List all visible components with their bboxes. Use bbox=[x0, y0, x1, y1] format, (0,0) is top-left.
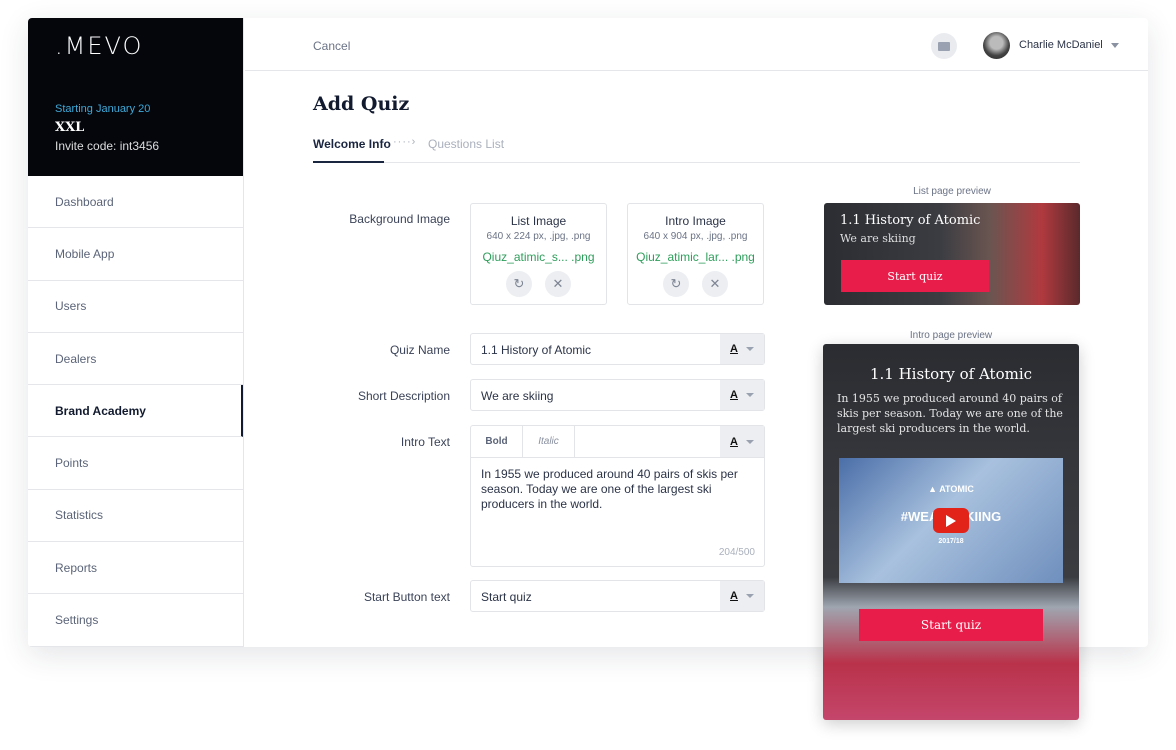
sidebar-item-dashboard[interactable]: Dashboard bbox=[28, 176, 243, 229]
quiz-name-label: Quiz Name bbox=[389, 343, 450, 357]
text-format-dropdown[interactable]: A bbox=[720, 334, 764, 364]
bold-button[interactable]: Bold bbox=[471, 426, 523, 457]
list-image-file[interactable]: Qiuz_atimic_s... .png bbox=[482, 250, 595, 264]
preview-start-button: Start quiz bbox=[859, 609, 1043, 641]
text-color-icon: A bbox=[730, 590, 738, 602]
list-image-title: List Image bbox=[510, 214, 567, 228]
video-year: 2017/18 bbox=[938, 538, 964, 545]
sidebar-item-reports[interactable]: Reports bbox=[28, 542, 243, 595]
preview-title: 1.1 History of Atomic bbox=[869, 365, 1033, 383]
sidebar-item-brand-academy[interactable]: Brand Academy bbox=[28, 385, 243, 438]
intro-image-spec: 640 x 904 px, .jpg, .png bbox=[643, 231, 748, 242]
start-button-text-input[interactable]: Start quiz bbox=[481, 590, 532, 604]
intro-text-input[interactable]: In 1955 we produced around 40 pairs of s… bbox=[481, 467, 738, 511]
chevron-down-icon bbox=[745, 393, 754, 397]
italic-button[interactable]: Italic bbox=[523, 426, 575, 457]
text-color-icon: A bbox=[730, 343, 738, 355]
video-thumbnail[interactable]: ▲ ATOMIC #WEARESKIING 2017/18 bbox=[839, 458, 1063, 583]
start-date: Starting January 20 bbox=[55, 103, 151, 115]
active-tab-indicator bbox=[313, 161, 384, 163]
preview-title: 1.1 History of Atomic bbox=[840, 213, 981, 228]
app-window: .MEVO Starting January 20 XXL Invite cod… bbox=[28, 18, 1148, 647]
preview-start-button: Start quiz bbox=[841, 260, 989, 292]
chevron-down-icon[interactable] bbox=[1111, 43, 1119, 48]
intro-text-label: Intro Text bbox=[400, 435, 450, 449]
text-format-dropdown[interactable]: A bbox=[720, 581, 764, 611]
text-format-dropdown[interactable]: A bbox=[720, 426, 764, 457]
mail-icon bbox=[938, 41, 950, 51]
background-image-label: Background Image bbox=[349, 212, 450, 226]
refresh-icon[interactable]: ↻ bbox=[663, 271, 689, 297]
page-title: Add Quiz bbox=[313, 93, 410, 115]
intro-image-upload[interactable]: Intro Image 640 x 904 px, .jpg, .png Qiu… bbox=[627, 203, 764, 305]
text-format-dropdown[interactable]: A bbox=[720, 380, 764, 410]
list-page-preview: 1.1 History of Atomic We are skiing Star… bbox=[824, 203, 1080, 305]
close-icon[interactable]: ✕ bbox=[545, 271, 571, 297]
start-button-text-label: Start Button text bbox=[363, 590, 450, 604]
mail-button[interactable] bbox=[931, 33, 957, 59]
chevron-down-icon bbox=[745, 347, 754, 351]
play-icon[interactable] bbox=[933, 508, 969, 533]
cancel-link[interactable]: Cancel bbox=[313, 39, 351, 53]
sidebar-item-dealers[interactable]: Dealers bbox=[28, 333, 243, 386]
top-bar: Cancel Charlie McDaniel bbox=[245, 18, 1148, 71]
start-button-text-field[interactable]: Start quiz A bbox=[470, 580, 765, 612]
intro-image-title: Intro Image bbox=[665, 214, 726, 228]
text-color-icon: A bbox=[730, 435, 738, 448]
list-image-upload[interactable]: List Image 640 x 224 px, .jpg, .png Qiuz… bbox=[470, 203, 607, 305]
atomic-logo: ▲ ATOMIC bbox=[928, 484, 974, 494]
list-image-spec: 640 x 224 px, .jpg, .png bbox=[486, 231, 591, 242]
chevron-down-icon bbox=[745, 594, 754, 598]
sidebar-item-statistics[interactable]: Statistics bbox=[28, 490, 243, 543]
step-arrow-icon: ····› bbox=[393, 136, 417, 148]
close-icon[interactable]: ✕ bbox=[702, 271, 728, 297]
invite-code: Invite code: int3456 bbox=[55, 139, 160, 153]
intro-page-preview: 1.1 History of Atomic In 1955 we produce… bbox=[823, 344, 1079, 720]
user-name[interactable]: Charlie McDaniel bbox=[1019, 39, 1103, 51]
logo: .MEVO bbox=[55, 32, 144, 60]
sidebar-item-settings[interactable]: Settings bbox=[28, 594, 243, 647]
sidebar: .MEVO Starting January 20 XXL Invite cod… bbox=[28, 18, 244, 647]
preview-intro-text: In 1955 we produced around 40 pairs of s… bbox=[837, 392, 1063, 435]
preview-description: We are skiing bbox=[840, 232, 916, 245]
chevron-down-icon bbox=[745, 439, 754, 444]
quiz-name-input[interactable]: 1.1 History of Atomic bbox=[481, 343, 592, 357]
list-preview-label: List page preview bbox=[913, 186, 991, 197]
tab-welcome-info[interactable]: Welcome Info bbox=[313, 137, 391, 151]
char-counter: 204/500 bbox=[718, 547, 755, 558]
avatar[interactable] bbox=[983, 32, 1010, 59]
short-description-input[interactable]: We are skiing bbox=[481, 389, 554, 403]
intro-preview-label: Intro page preview bbox=[909, 330, 993, 341]
short-description-field[interactable]: We are skiing A bbox=[470, 379, 765, 411]
quiz-name-field[interactable]: 1.1 History of Atomic A bbox=[470, 333, 765, 365]
tab-questions-list[interactable]: Questions List bbox=[428, 137, 505, 151]
intro-image-file[interactable]: Qiuz_atimic_lar... .png bbox=[636, 250, 755, 264]
intro-text-editor[interactable]: Bold Italic A In 1955 we produced around… bbox=[470, 425, 765, 567]
sidebar-item-points[interactable]: Points bbox=[28, 437, 243, 490]
text-color-icon: A bbox=[730, 389, 738, 401]
sidebar-item-mobile-app[interactable]: Mobile App bbox=[28, 228, 243, 281]
org-header: .MEVO Starting January 20 XXL Invite cod… bbox=[28, 18, 243, 176]
tabs-divider bbox=[313, 162, 1080, 163]
refresh-icon[interactable]: ↻ bbox=[506, 271, 532, 297]
org-name: XXL bbox=[55, 120, 85, 135]
short-description-label: Short Description bbox=[357, 389, 450, 403]
editor-toolbar: Bold Italic A bbox=[471, 426, 764, 458]
sidebar-nav: Dashboard Mobile App Users Dealers Brand… bbox=[28, 176, 243, 647]
sidebar-item-users[interactable]: Users bbox=[28, 281, 243, 333]
